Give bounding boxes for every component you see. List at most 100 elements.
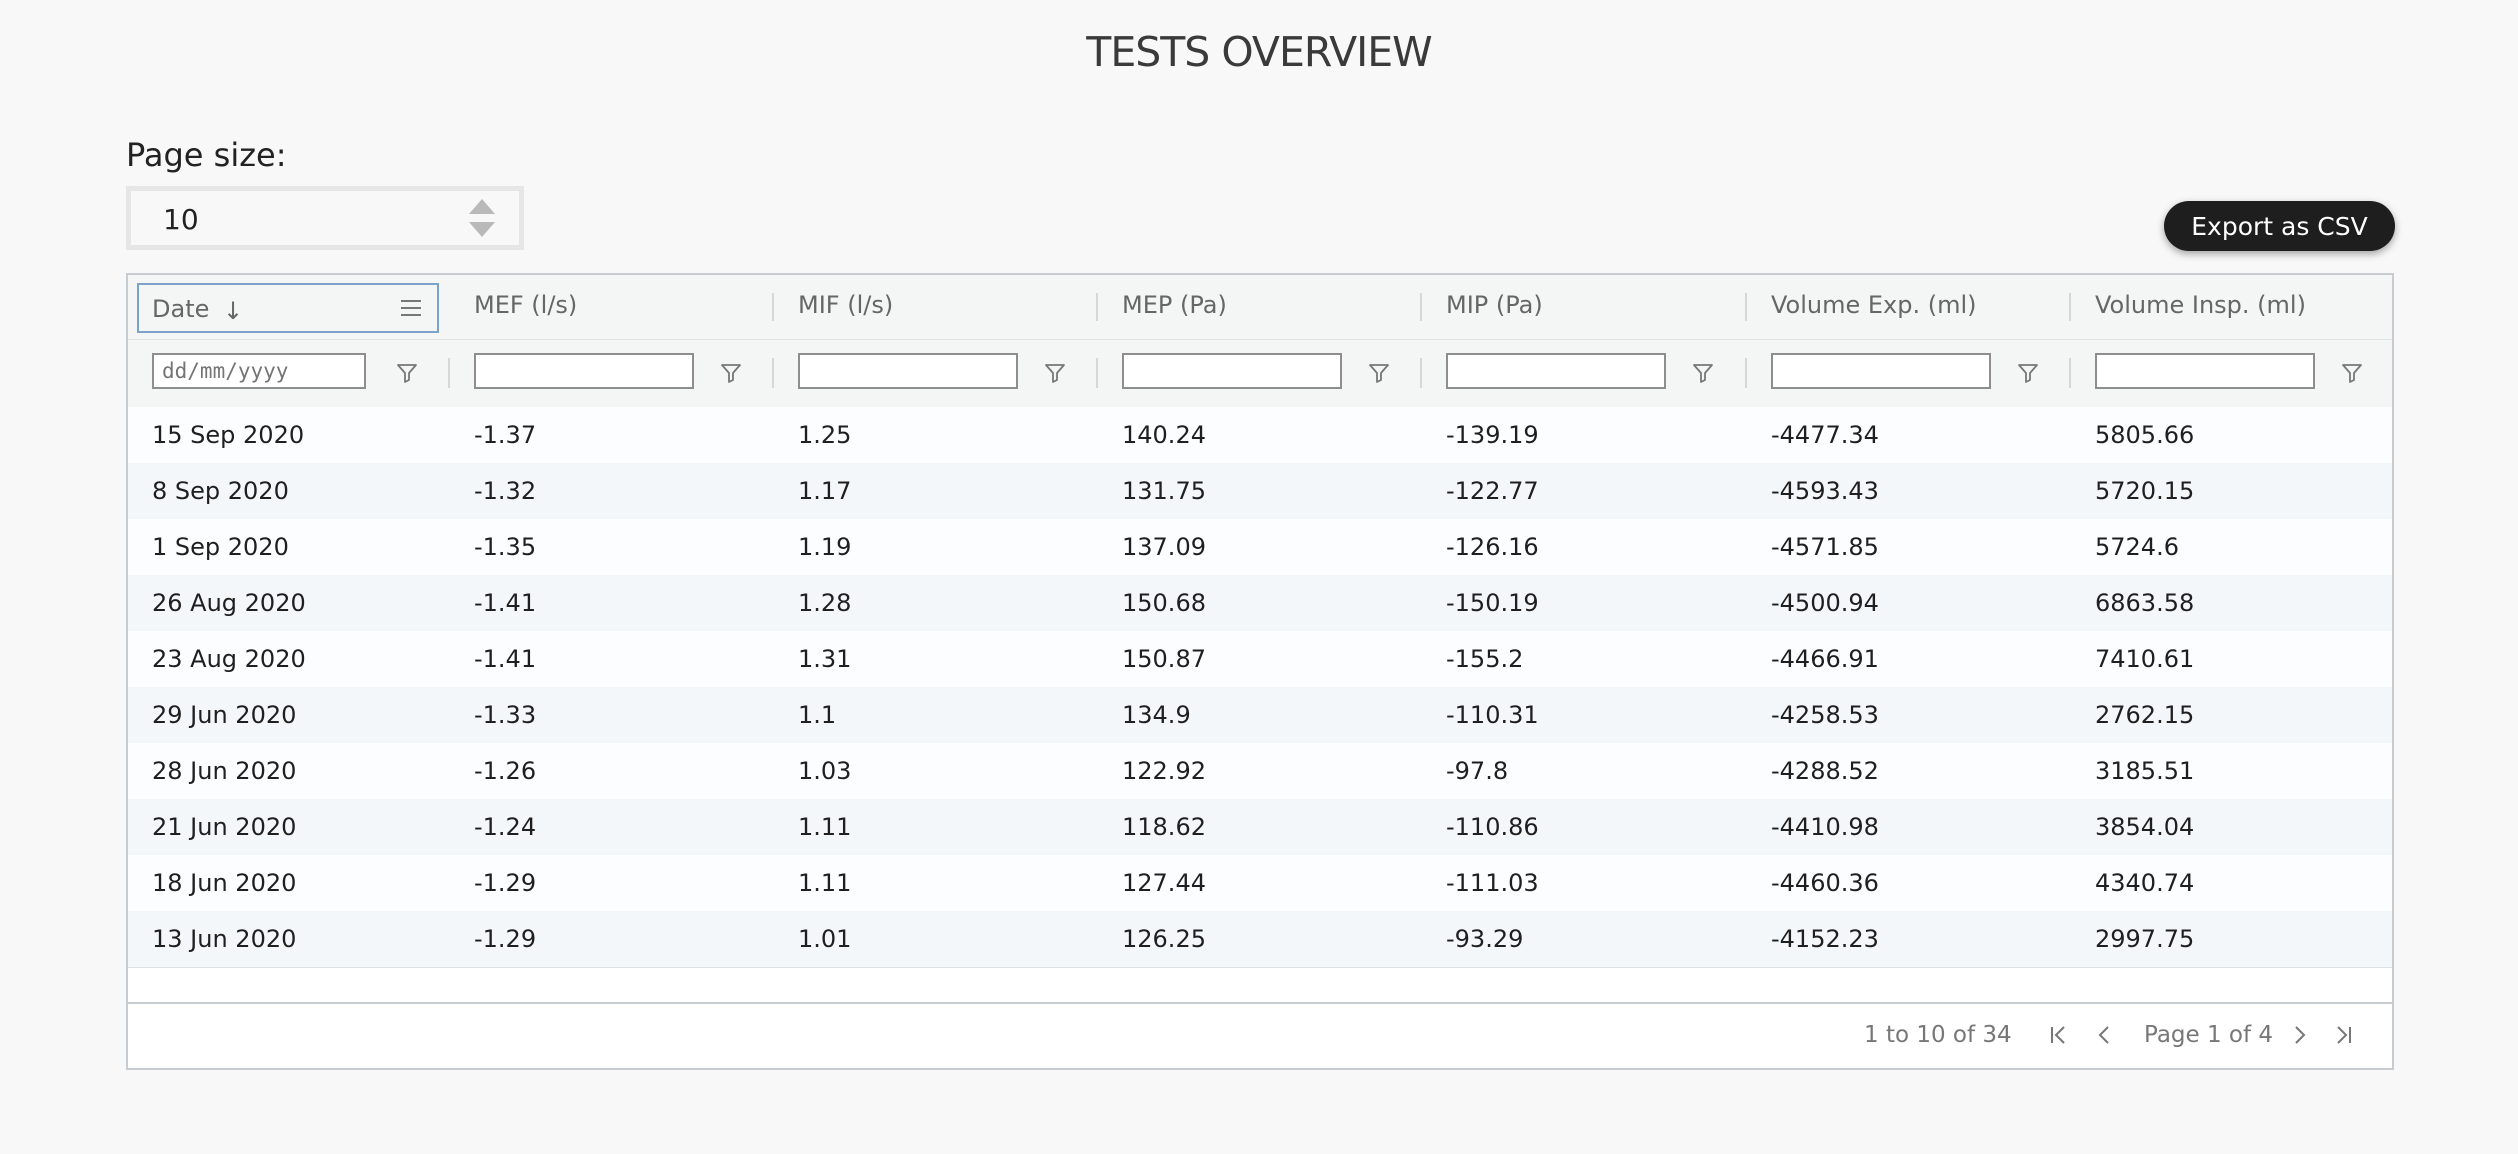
table-cell[interactable]: 3854.04 bbox=[2095, 813, 2195, 841]
arrow-down-icon[interactable]: ↓ bbox=[223, 297, 244, 325]
column-header[interactable]: Volume Exp. (ml) bbox=[1747, 275, 2071, 339]
table-row[interactable]: 15 Sep 2020 -1.37 1.25 140.24 -139.19 -4477.3… bbox=[128, 407, 2392, 464]
table-cell[interactable]: 2997.75 bbox=[2095, 925, 2195, 953]
column-filter-input[interactable] bbox=[474, 353, 694, 389]
menu-icon[interactable] bbox=[401, 300, 421, 316]
export-csv-button[interactable]: Export as CSV bbox=[2164, 201, 2395, 251]
table-cell[interactable]: 131.75 bbox=[1122, 477, 1206, 505]
table-cell[interactable]: 23 Aug 2020 bbox=[152, 645, 306, 673]
table-cell[interactable]: -4258.53 bbox=[1771, 701, 1879, 729]
table-cell[interactable]: 126.25 bbox=[1122, 925, 1206, 953]
table-cell[interactable]: 1.1 bbox=[798, 701, 837, 729]
table-cell[interactable]: 15 Sep 2020 bbox=[152, 421, 305, 449]
table-row[interactable]: 28 Jun 2020 -1.26 1.03 122.92 -97.8 -4288.52 3… bbox=[128, 743, 2392, 800]
table-cell[interactable]: -1.26 bbox=[474, 757, 537, 785]
table-cell[interactable]: 3185.51 bbox=[2095, 757, 2195, 785]
table-cell[interactable]: -139.19 bbox=[1446, 421, 1539, 449]
table-cell[interactable]: -1.35 bbox=[474, 533, 537, 561]
filter-icon[interactable] bbox=[396, 362, 418, 384]
table-cell[interactable]: 2762.15 bbox=[2095, 701, 2195, 729]
column-header[interactable]: Volume Insp. (ml) bbox=[2071, 275, 2392, 339]
column-header[interactable]: Date ↓ bbox=[128, 275, 450, 339]
column-filter-input[interactable] bbox=[2095, 353, 2315, 389]
table-cell[interactable]: 5724.6 bbox=[2095, 533, 2179, 561]
table-cell[interactable]: -4466.91 bbox=[1771, 645, 1879, 673]
table-cell[interactable]: -111.03 bbox=[1446, 869, 1539, 897]
column-filter-input[interactable] bbox=[1122, 353, 1342, 389]
table-cell[interactable]: -4571.85 bbox=[1771, 533, 1879, 561]
table-row[interactable]: 18 Jun 2020 -1.29 1.11 127.44 -111.03 -4460.3… bbox=[128, 855, 2392, 912]
table-cell[interactable]: 1.03 bbox=[798, 757, 852, 785]
spinner-down-icon[interactable] bbox=[469, 222, 495, 237]
table-cell[interactable]: -4477.34 bbox=[1771, 421, 1879, 449]
page-size-value[interactable]: 10 bbox=[163, 203, 199, 236]
table-cell[interactable]: 1 Sep 2020 bbox=[152, 533, 289, 561]
table-cell[interactable]: -110.86 bbox=[1446, 813, 1539, 841]
filter-icon[interactable] bbox=[2341, 362, 2363, 384]
table-cell[interactable]: 7410.61 bbox=[2095, 645, 2195, 673]
table-cell[interactable]: 134.9 bbox=[1122, 701, 1191, 729]
table-cell[interactable]: -1.24 bbox=[474, 813, 537, 841]
table-cell[interactable]: -93.29 bbox=[1446, 925, 1524, 953]
last-page-icon[interactable] bbox=[2328, 1020, 2358, 1050]
table-cell[interactable]: -4288.52 bbox=[1771, 757, 1879, 785]
table-cell[interactable]: -150.19 bbox=[1446, 589, 1539, 617]
table-cell[interactable]: 140.24 bbox=[1122, 421, 1206, 449]
table-cell[interactable]: 13 Jun 2020 bbox=[152, 925, 297, 953]
table-cell[interactable]: -97.8 bbox=[1446, 757, 1509, 785]
column-filter-input[interactable] bbox=[1771, 353, 1991, 389]
table-cell[interactable]: 5805.66 bbox=[2095, 421, 2195, 449]
table-cell[interactable]: -126.16 bbox=[1446, 533, 1539, 561]
table-row[interactable]: 23 Aug 2020 -1.41 1.31 150.87 -155.2 -4466.91… bbox=[128, 631, 2392, 688]
table-cell[interactable]: -1.41 bbox=[474, 645, 537, 673]
table-cell[interactable]: 150.87 bbox=[1122, 645, 1206, 673]
table-cell[interactable]: 1.31 bbox=[798, 645, 852, 673]
spinner-up-icon[interactable] bbox=[469, 199, 495, 214]
first-page-icon[interactable] bbox=[2044, 1020, 2074, 1050]
table-cell[interactable]: -1.33 bbox=[474, 701, 537, 729]
column-header[interactable]: MIF (l/s) bbox=[774, 275, 1098, 339]
table-cell[interactable]: -110.31 bbox=[1446, 701, 1539, 729]
table-cell[interactable]: -1.37 bbox=[474, 421, 537, 449]
column-header[interactable]: MEF (l/s) bbox=[450, 275, 774, 339]
column-separator[interactable] bbox=[772, 293, 774, 321]
table-cell[interactable]: -4593.43 bbox=[1771, 477, 1879, 505]
table-cell[interactable]: 1.11 bbox=[798, 813, 852, 841]
table-cell[interactable]: -155.2 bbox=[1446, 645, 1524, 673]
table-cell[interactable]: -4460.36 bbox=[1771, 869, 1879, 897]
table-cell[interactable]: 1.17 bbox=[798, 477, 852, 505]
table-cell[interactable]: 127.44 bbox=[1122, 869, 1206, 897]
table-cell[interactable]: 6863.58 bbox=[2095, 589, 2195, 617]
table-row[interactable]: 1 Sep 2020 -1.35 1.19 137.09 -126.16 -4571.85… bbox=[128, 519, 2392, 576]
table-cell[interactable]: -4152.23 bbox=[1771, 925, 1879, 953]
table-cell[interactable]: 137.09 bbox=[1122, 533, 1206, 561]
table-row[interactable]: 21 Jun 2020 -1.24 1.11 118.62 -110.86 -4410.9… bbox=[128, 799, 2392, 856]
table-cell[interactable]: 8 Sep 2020 bbox=[152, 477, 289, 505]
filter-icon[interactable] bbox=[1044, 362, 1066, 384]
column-separator[interactable] bbox=[1420, 293, 1422, 321]
column-filter-input[interactable] bbox=[152, 353, 366, 389]
table-row[interactable]: 29 Jun 2020 -1.33 1.1 134.9 -110.31 -4258.53 2… bbox=[128, 687, 2392, 744]
table-cell[interactable]: -4500.94 bbox=[1771, 589, 1879, 617]
table-cell[interactable]: 1.19 bbox=[798, 533, 852, 561]
table-cell[interactable]: 1.01 bbox=[798, 925, 852, 953]
table-cell[interactable]: 150.68 bbox=[1122, 589, 1206, 617]
table-row[interactable]: 26 Aug 2020 -1.41 1.28 150.68 -150.19 -4500.9… bbox=[128, 575, 2392, 632]
table-cell[interactable]: 28 Jun 2020 bbox=[152, 757, 297, 785]
column-separator[interactable] bbox=[1096, 293, 1098, 321]
table-cell[interactable]: -1.32 bbox=[474, 477, 537, 505]
table-cell[interactable]: 5720.15 bbox=[2095, 477, 2195, 505]
prev-page-icon[interactable] bbox=[2090, 1020, 2120, 1050]
date-header-focus[interactable]: Date ↓ bbox=[137, 283, 439, 333]
table-cell[interactable]: 21 Jun 2020 bbox=[152, 813, 297, 841]
table-row[interactable]: 8 Sep 2020 -1.32 1.17 131.75 -122.77 -4593.43… bbox=[128, 463, 2392, 520]
table-cell[interactable]: 1.11 bbox=[798, 869, 852, 897]
table-cell[interactable]: 1.28 bbox=[798, 589, 852, 617]
table-cell[interactable]: 29 Jun 2020 bbox=[152, 701, 297, 729]
column-filter-input[interactable] bbox=[798, 353, 1018, 389]
table-cell[interactable]: 4340.74 bbox=[2095, 869, 2195, 897]
column-separator[interactable] bbox=[1745, 293, 1747, 321]
table-cell[interactable]: 18 Jun 2020 bbox=[152, 869, 297, 897]
spinner[interactable] bbox=[469, 199, 495, 237]
table-cell[interactable]: 1.25 bbox=[798, 421, 852, 449]
